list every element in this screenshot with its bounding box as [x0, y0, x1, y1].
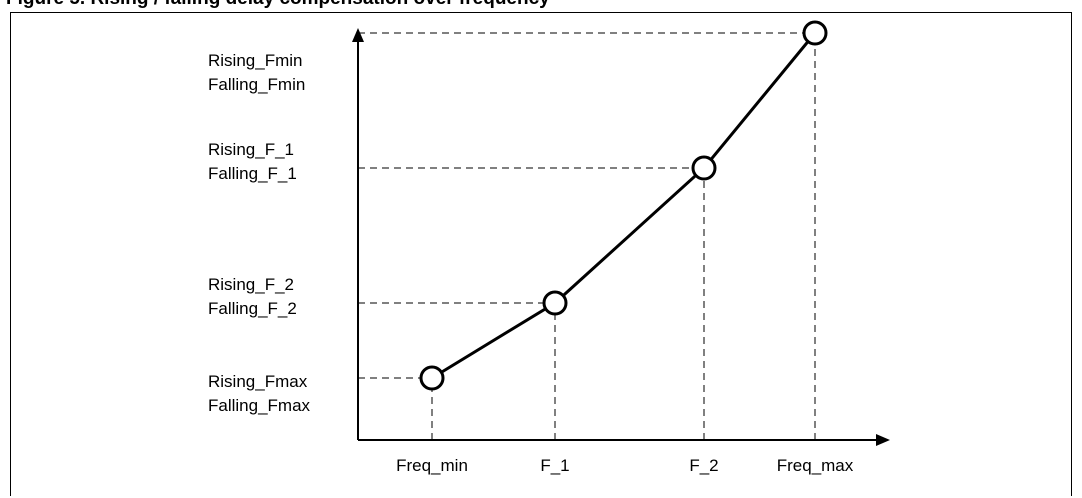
- y-tick-label: Rising_Fmax: [208, 372, 308, 391]
- x-tick-labels: Freq_min F_1 F_2 Freq_max: [396, 456, 854, 475]
- y-tick-label: Falling_Fmax: [208, 396, 311, 415]
- data-point-marker: [802, 20, 828, 46]
- figure-frame: [10, 12, 1072, 496]
- y-axis-arrow: [352, 28, 364, 42]
- y-tick-label: Falling_F_2: [208, 299, 297, 318]
- y-tick-label: Rising_F_2: [208, 275, 294, 294]
- y-tick-label: Falling_Fmin: [208, 75, 305, 94]
- data-point-marker: [691, 155, 717, 181]
- y-tick-label: Falling_F_1: [208, 164, 297, 183]
- x-tick-label: F_1: [540, 456, 569, 475]
- data-point-marker: [419, 365, 445, 391]
- y-tick-labels: Rising_Fmin Falling_Fmin Rising_F_1 Falling…: [208, 51, 311, 415]
- axes: [352, 28, 890, 446]
- series-line: [431, 32, 817, 380]
- figure-caption: Figure 5. Rising / falling delay compens…: [6, 0, 550, 10]
- y-tick-label: Rising_Fmin: [208, 51, 302, 70]
- x-tick-label: Freq_min: [396, 456, 468, 475]
- x-tick-label: F_2: [689, 456, 718, 475]
- figure-caption-strip: Figure 5. Rising / falling delay compens…: [0, 0, 1082, 12]
- data-points: [419, 20, 828, 391]
- y-tick-label: Rising_F_1: [208, 140, 294, 159]
- guide-lines: [358, 32, 816, 440]
- data-point-marker: [542, 290, 568, 316]
- series-polyline: [431, 32, 817, 380]
- x-axis-arrow: [876, 434, 890, 446]
- x-tick-label: Freq_max: [777, 456, 854, 475]
